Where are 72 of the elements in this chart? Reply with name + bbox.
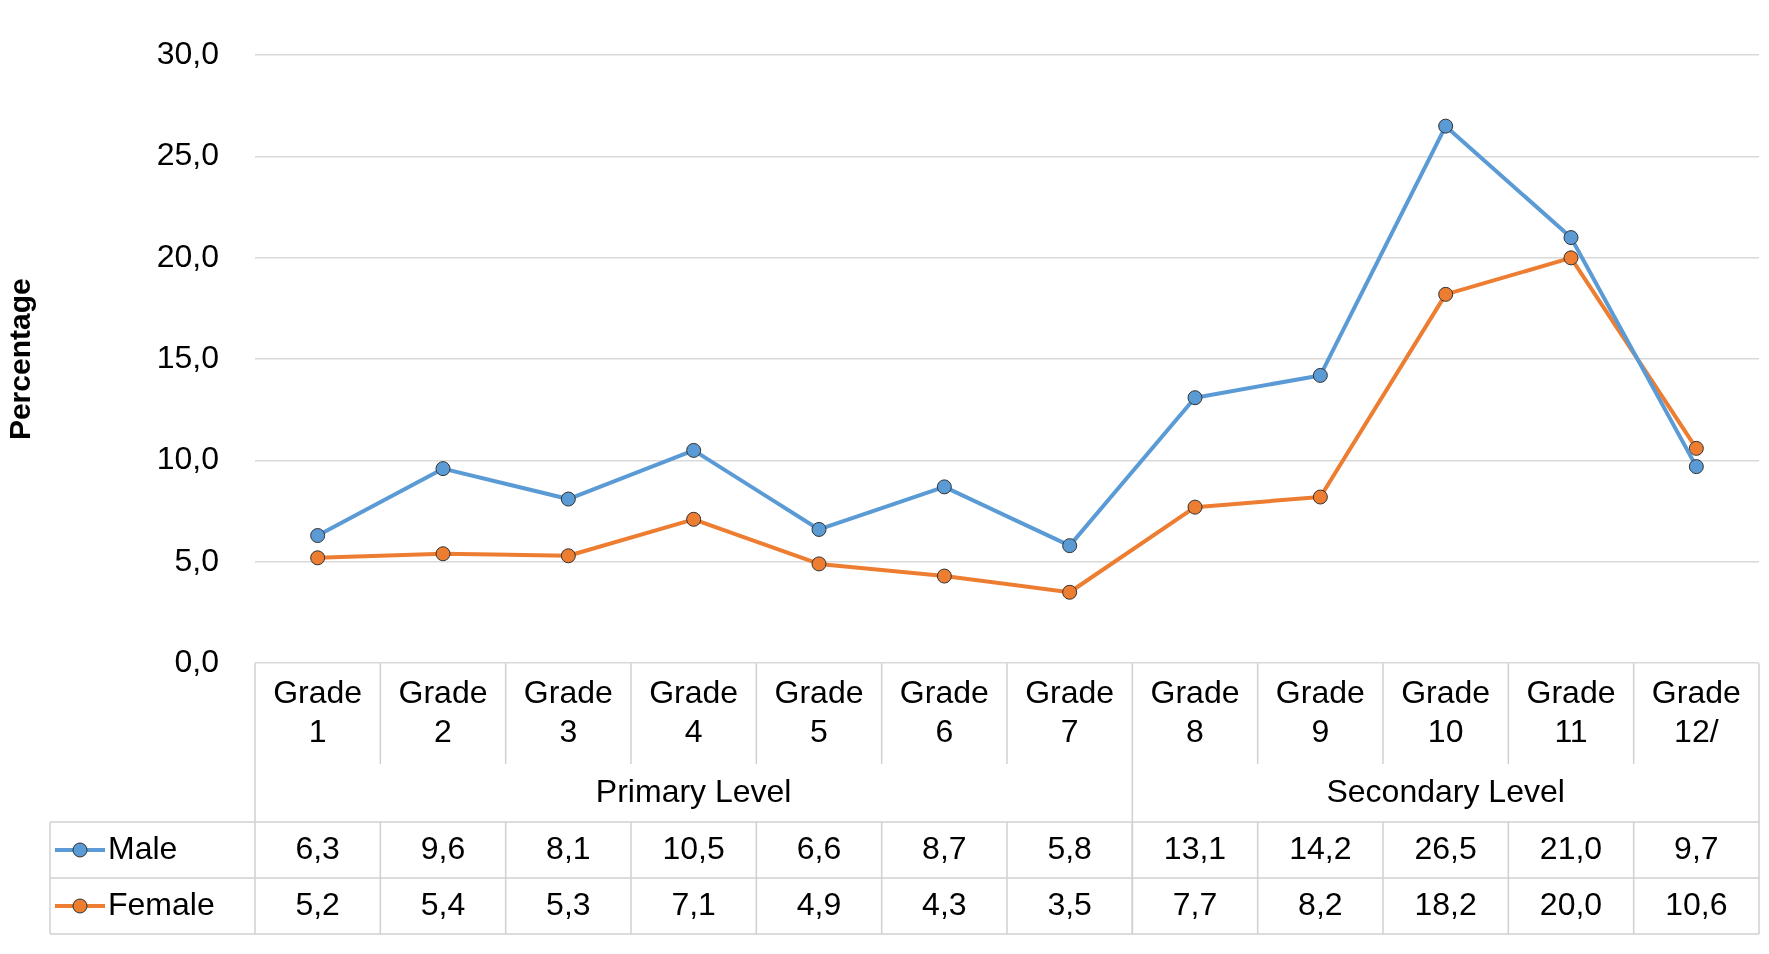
point xyxy=(811,521,827,537)
x-tick-label: Grade 9 xyxy=(1275,674,1365,749)
data-label: 9,6 xyxy=(420,829,466,866)
point xyxy=(1563,250,1579,266)
data-label: 5,2 xyxy=(295,885,340,922)
point xyxy=(936,568,952,584)
data-label: 26,5 xyxy=(1414,829,1477,866)
x-tick-label: Grade 11 xyxy=(1526,674,1616,749)
data-label: 6,6 xyxy=(796,829,842,866)
data-label: 5,4 xyxy=(420,885,466,922)
x-tick-label: Grade 6 xyxy=(899,674,989,749)
x-tick-label: Grade 2 xyxy=(398,674,488,749)
point xyxy=(1438,286,1454,302)
point xyxy=(1062,538,1078,554)
data-label: 13,1 xyxy=(1163,829,1227,866)
point xyxy=(310,528,326,544)
y-tick-label: 30,0 xyxy=(156,35,219,72)
point xyxy=(1312,367,1328,383)
point xyxy=(1688,440,1704,456)
point xyxy=(936,479,952,495)
x-tick-label: Grade 1 xyxy=(273,674,363,749)
data-label: 5,3 xyxy=(546,885,591,922)
point xyxy=(1187,499,1203,515)
y-tick-label: 20,0 xyxy=(156,237,219,274)
point xyxy=(1563,230,1579,246)
data-label: 5,8 xyxy=(1047,829,1092,866)
point xyxy=(1062,584,1078,600)
data-label: 6,3 xyxy=(295,829,340,866)
point xyxy=(560,548,576,564)
x-tick-label: Grade 5 xyxy=(774,674,864,749)
y-tick-label: 25,0 xyxy=(156,136,219,173)
point xyxy=(686,442,702,458)
y-tick-label: 5,0 xyxy=(174,541,219,578)
data-label: 8,1 xyxy=(546,829,591,866)
y-tick-label: 0,0 xyxy=(174,643,219,680)
data-label: 7,7 xyxy=(1172,885,1218,922)
x-tick-label: Grade 4 xyxy=(649,674,739,749)
point xyxy=(1187,390,1203,406)
legend-label: Female xyxy=(108,885,215,922)
point xyxy=(1438,118,1454,134)
data-label: 4,3 xyxy=(922,885,967,922)
data-label: 9,7 xyxy=(1674,829,1719,866)
y-tick-label: 15,0 xyxy=(156,339,219,376)
x-tick-label: Grade 12/ xyxy=(1651,674,1741,749)
point xyxy=(310,550,326,566)
data-label: 20,0 xyxy=(1539,885,1603,922)
data-label: 10,5 xyxy=(662,829,725,866)
data-label: 3,5 xyxy=(1047,885,1092,922)
data-label: 7,1 xyxy=(671,885,716,922)
data-label: 10,6 xyxy=(1665,885,1728,922)
x-tick-label: Grade 8 xyxy=(1150,674,1240,749)
x-tick-label: Grade 7 xyxy=(1025,674,1115,749)
point xyxy=(1688,459,1704,475)
y-tick-label: 10,0 xyxy=(156,440,219,477)
point xyxy=(435,546,451,562)
data-label: 18,2 xyxy=(1414,885,1477,922)
data-label: 21,0 xyxy=(1539,829,1603,866)
legend-label: Male xyxy=(108,829,178,866)
data-label: 14,2 xyxy=(1289,829,1352,866)
point xyxy=(560,491,576,507)
y-axis-title: Percentage xyxy=(3,278,37,441)
text: Primary Level xyxy=(595,772,792,809)
data-label: 8,7 xyxy=(922,829,967,866)
point xyxy=(435,461,451,477)
x-tick-label: Grade 10 xyxy=(1401,674,1491,749)
data-label: 8,2 xyxy=(1298,885,1343,922)
data-label: 4,9 xyxy=(796,885,842,922)
point xyxy=(811,556,827,572)
text: Secondary Level xyxy=(1326,772,1565,809)
point xyxy=(686,511,702,527)
point xyxy=(1312,489,1328,505)
x-tick-label: Grade 3 xyxy=(523,674,613,749)
